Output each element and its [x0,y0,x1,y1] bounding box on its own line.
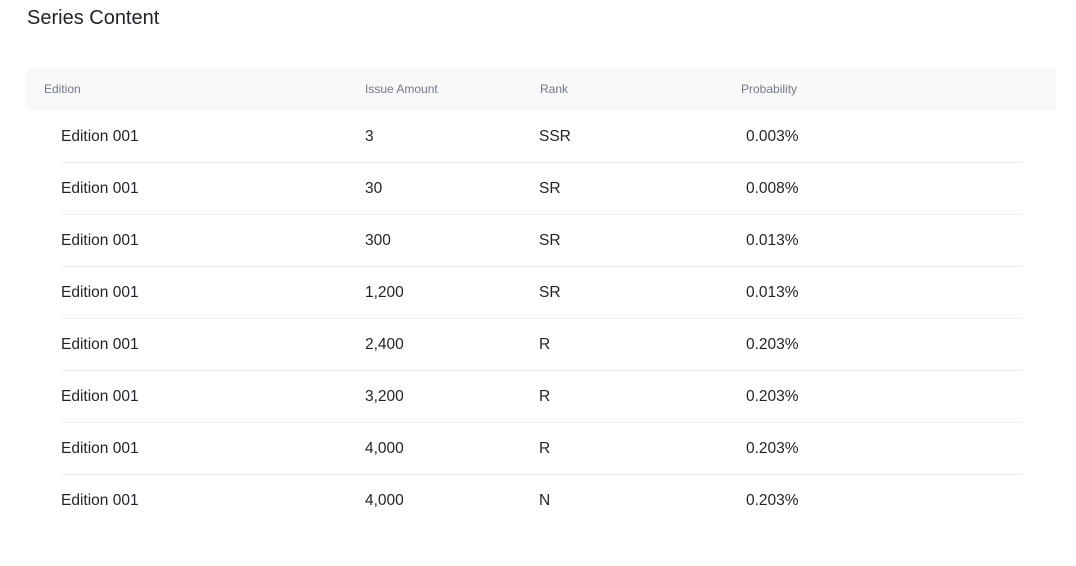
table-row: Edition 001 3,200 R 0.203% [61,371,1022,423]
issue-amount-cell: 4,000 [365,440,404,457]
section-title: Series Content [27,7,160,29]
rank-cell: N [539,492,551,509]
edition-cell: Edition 001 [61,388,139,405]
issue-amount-cell: 300 [365,232,391,249]
table-row: Edition 001 4,000 N 0.203% [61,475,1022,526]
issue-amount-cell: 30 [365,180,383,197]
issue-amount-cell: 3,200 [365,388,404,405]
rank-cell: R [539,336,551,353]
table-row: Edition 001 3 SSR 0.003% [61,111,1022,163]
header-edition: Edition [44,82,81,96]
probability-cell: 0.013% [746,232,799,249]
probability-cell: 0.008% [746,180,799,197]
table-body: Edition 001 3 SSR 0.003% Edition 001 30 SR 0.00… [61,111,1022,526]
probability-cell: 0.003% [746,128,799,145]
edition-cell: Edition 001 [61,492,139,509]
issue-amount-cell: 2,400 [365,336,404,353]
rank-cell: R [539,388,551,405]
edition-cell: Edition 001 [61,440,139,457]
rank-cell: SSR [539,128,571,145]
header-issue-amount: Issue Amount [365,82,438,96]
rank-cell: SR [539,232,561,249]
probability-cell: 0.203% [746,440,799,457]
header-rank: Rank [540,82,569,96]
probability-cell: 0.013% [746,284,799,301]
table-row: Edition 001 2,400 R 0.203% [61,319,1022,371]
rank-cell: R [539,440,551,457]
issue-amount-cell: 3 [365,128,374,145]
table-row: Edition 001 300 SR 0.013% [61,215,1022,267]
table-header: Edition Issue Amount Rank Probability [26,68,1056,110]
issue-amount-cell: 4,000 [365,492,404,509]
table-row: Edition 001 30 SR 0.008% [61,163,1022,215]
header-probability: Probability [741,82,798,96]
probability-cell: 0.203% [746,388,799,405]
edition-cell: Edition 001 [61,284,139,301]
rank-cell: SR [539,284,561,301]
edition-cell: Edition 001 [61,232,139,249]
edition-cell: Edition 001 [61,336,139,353]
probability-cell: 0.203% [746,336,799,353]
edition-cell: Edition 001 [61,180,139,197]
table-row: Edition 001 1,200 SR 0.013% [61,267,1022,319]
issue-amount-cell: 1,200 [365,284,404,301]
edition-cell: Edition 001 [61,128,139,145]
rank-cell: SR [539,180,561,197]
probability-cell: 0.203% [746,492,799,509]
table-row: Edition 001 4,000 R 0.203% [61,423,1022,475]
